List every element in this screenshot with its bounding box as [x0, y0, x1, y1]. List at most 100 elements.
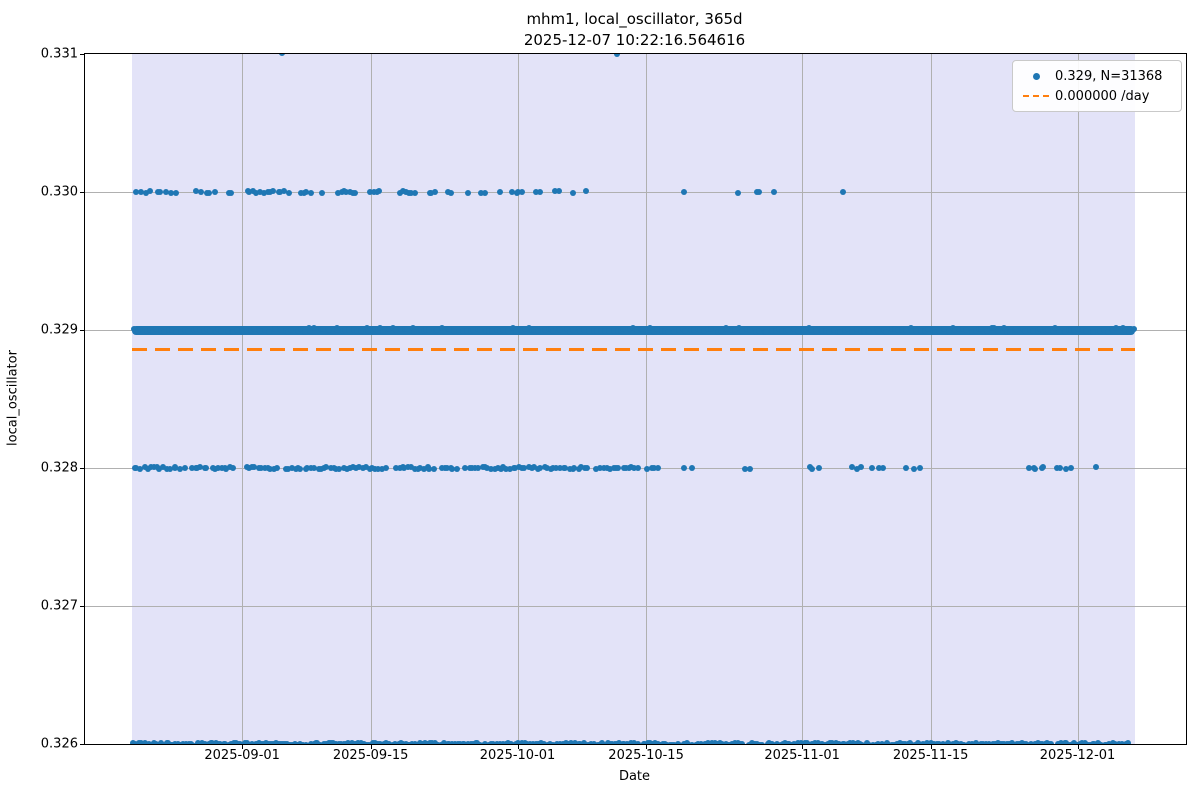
scatter-dot: [965, 741, 972, 744]
scatter-dot: [1000, 325, 1007, 332]
scatter-dot: [891, 741, 897, 744]
scatter-dot: [189, 741, 196, 744]
scatter-dot: [357, 327, 364, 334]
scatter-dot: [137, 326, 143, 332]
scatter-dot: [946, 328, 953, 335]
scatter-dot: [137, 188, 144, 195]
dashed-line-marker-icon: [1023, 95, 1049, 97]
scatter-dot: [296, 465, 303, 472]
scatter-dot: [586, 327, 593, 334]
scatter-dot: [344, 740, 351, 744]
scatter-dot: [304, 465, 311, 472]
scatter-dot: [912, 328, 919, 335]
scatter-dot: [963, 326, 969, 333]
scatter-dot: [857, 328, 864, 334]
scatter-dot: [546, 741, 553, 744]
scatter-dot: [671, 328, 678, 335]
scatter-dot: [1062, 466, 1069, 472]
scatter-dot: [227, 741, 234, 744]
scatter-dot: [1104, 328, 1111, 335]
scatter-dot: [365, 327, 372, 334]
y-tick-mark: [80, 744, 84, 745]
scatter-dot: [177, 465, 184, 472]
scatter-dot: [310, 464, 317, 471]
scatter-dot: [421, 740, 428, 744]
y-tick-mark: [80, 468, 84, 469]
scatter-dot: [1124, 740, 1131, 744]
scatter-dot: [193, 325, 200, 332]
scatter-dot: [680, 465, 687, 472]
scatter-dot: [916, 741, 923, 744]
scatter-dot: [215, 464, 222, 471]
scatter-dot: [1023, 740, 1030, 744]
scatter-dot: [866, 328, 873, 335]
scatter-dot: [137, 465, 144, 472]
scatter-dot: [391, 740, 398, 744]
scatter-dot: [532, 188, 539, 195]
gridline-vertical: [931, 54, 932, 744]
scatter-dot: [584, 741, 591, 744]
scatter-dot: [840, 740, 847, 744]
scatter-dot: [808, 740, 815, 744]
scatter-dot: [156, 465, 163, 472]
scatter-dot: [571, 464, 577, 471]
scatter-dot: [969, 328, 976, 335]
scatter-dot: [627, 464, 634, 471]
scatter-dot: [567, 465, 573, 472]
scatter-dot: [858, 464, 865, 471]
scatter-dot: [389, 325, 396, 332]
scatter-dot: [157, 328, 164, 335]
scatter-dot: [552, 465, 559, 472]
scatter-dot: [708, 326, 715, 333]
scatter-dot: [1058, 740, 1065, 744]
scatter-dot: [734, 189, 741, 196]
scatter-dot: [303, 189, 309, 196]
scatter-dot: [1040, 464, 1047, 471]
scatter-dot: [380, 329, 387, 335]
scatter-dot: [270, 188, 277, 195]
scatter-dot: [860, 327, 867, 334]
scatter-dot: [179, 741, 186, 744]
scatter-dot: [172, 464, 179, 471]
scatter-dot: [635, 465, 642, 471]
scatter-dot: [984, 327, 991, 334]
scatter-dot: [866, 741, 872, 744]
scatter-dot: [382, 465, 389, 472]
scatter-dot: [368, 465, 375, 472]
scatter-dot: [143, 189, 150, 196]
scatter-dot: [147, 188, 153, 195]
x-tick-label: 2025-10-15: [608, 748, 684, 763]
scatter-dot: [329, 740, 336, 744]
scatter-dot: [614, 328, 621, 335]
scatter-dot: [676, 742, 683, 744]
scatter-dot: [150, 464, 157, 471]
scatter-dot: [1015, 740, 1022, 744]
scatter-dot: [651, 328, 658, 335]
scatter-dot: [340, 464, 347, 471]
gridline-horizontal: [85, 192, 1186, 193]
scatter-dot: [562, 465, 569, 472]
scatter-dot: [454, 465, 461, 472]
scatter-dot: [972, 327, 979, 334]
scatter-dot: [131, 741, 138, 744]
scatter-dot: [197, 326, 204, 333]
scatter-dot: [844, 326, 851, 333]
y-tick-label: 0.328: [40, 460, 78, 476]
trend-dashed-line: [132, 347, 1136, 351]
scatter-dot: [188, 465, 195, 472]
scatter-dot: [274, 465, 281, 472]
scatter-dot: [262, 327, 268, 334]
scatter-dot: [464, 189, 471, 196]
scatter-dot: [543, 464, 550, 471]
scatter-dot: [825, 328, 832, 335]
y-tick-mark: [80, 192, 84, 193]
scatter-dot: [848, 328, 855, 335]
scatter-dot: [903, 465, 910, 472]
scatter-dot: [932, 328, 939, 335]
x-tick-mark: [371, 745, 372, 749]
scatter-dot: [1119, 741, 1125, 744]
scatter-dot: [557, 326, 564, 333]
legend-item-trend: 0.000000 /day: [1021, 86, 1173, 106]
scatter-dot: [294, 327, 301, 334]
scatter-dot: [149, 328, 156, 335]
